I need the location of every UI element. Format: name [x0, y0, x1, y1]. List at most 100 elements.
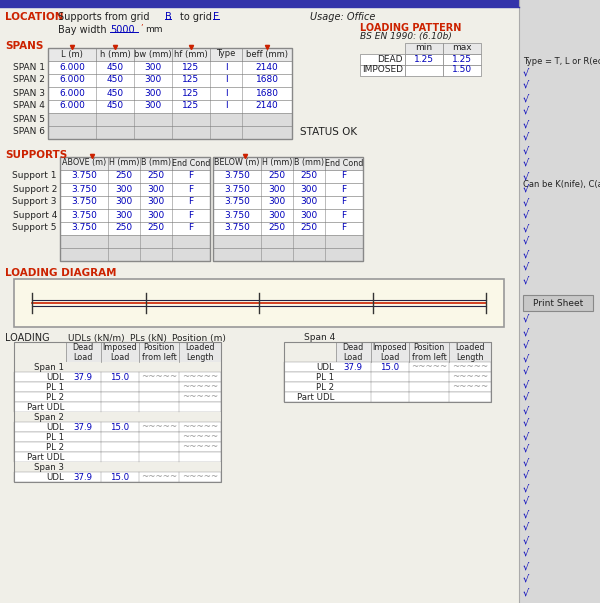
Text: 300: 300 — [148, 185, 164, 194]
Bar — [48, 87, 292, 100]
Text: 250: 250 — [268, 171, 286, 180]
Text: 6.000: 6.000 — [59, 89, 85, 98]
Bar — [360, 54, 405, 65]
Bar — [48, 113, 292, 126]
Bar — [48, 48, 292, 61]
Text: SPANS: SPANS — [5, 41, 43, 51]
Text: √: √ — [523, 67, 529, 77]
Bar — [284, 372, 491, 382]
Text: Dead: Dead — [343, 343, 364, 352]
Bar — [48, 100, 292, 113]
Text: Load: Load — [343, 353, 362, 362]
Text: 300: 300 — [148, 198, 164, 206]
Text: ~~~~~: ~~~~~ — [141, 423, 177, 432]
Text: LOADING: LOADING — [5, 333, 50, 343]
Text: 300: 300 — [145, 101, 161, 110]
Bar — [213, 196, 363, 209]
Text: 300: 300 — [268, 198, 286, 206]
Text: ~~~~~: ~~~~~ — [411, 362, 447, 371]
Text: UDL: UDL — [316, 362, 334, 371]
Text: √: √ — [523, 340, 529, 350]
Text: Print Sheet: Print Sheet — [533, 298, 583, 308]
Text: 300: 300 — [115, 185, 133, 194]
Text: BELOW (m): BELOW (m) — [214, 159, 260, 168]
Text: 300: 300 — [145, 89, 161, 98]
Text: B: B — [165, 12, 172, 22]
Bar — [66, 342, 221, 362]
Text: 3.750: 3.750 — [224, 185, 250, 194]
Bar — [48, 74, 292, 87]
Text: 450: 450 — [106, 63, 124, 72]
Text: Part UDL: Part UDL — [26, 452, 64, 461]
Text: 300: 300 — [301, 198, 317, 206]
Text: √: √ — [523, 431, 529, 441]
Text: PL 2: PL 2 — [316, 382, 334, 391]
Text: √: √ — [523, 119, 529, 129]
Text: End Cond: End Cond — [325, 159, 363, 168]
Text: 2140: 2140 — [256, 101, 278, 110]
Text: √: √ — [523, 327, 529, 337]
Text: ’: ’ — [140, 24, 143, 33]
Text: SPAN 5: SPAN 5 — [13, 115, 45, 124]
Text: Position: Position — [143, 343, 175, 352]
Text: 15.0: 15.0 — [110, 423, 130, 432]
Text: 3.750: 3.750 — [71, 198, 97, 206]
Text: ~~~~~: ~~~~~ — [452, 362, 488, 371]
Text: ~~~~~: ~~~~~ — [141, 473, 177, 482]
Text: 3.750: 3.750 — [71, 171, 97, 180]
Bar — [523, 295, 593, 311]
Text: Imposed: Imposed — [373, 343, 407, 352]
Text: F: F — [341, 210, 347, 219]
Text: ~~~~~: ~~~~~ — [182, 393, 218, 402]
Text: SPAN 4: SPAN 4 — [13, 101, 45, 110]
Text: SUPPORTS: SUPPORTS — [5, 150, 67, 160]
Text: bw (mm): bw (mm) — [134, 49, 172, 58]
Text: 450: 450 — [106, 89, 124, 98]
Text: ~~~~~: ~~~~~ — [182, 443, 218, 452]
Text: √: √ — [523, 509, 529, 519]
Bar — [405, 43, 443, 54]
Text: Loaded: Loaded — [455, 343, 485, 352]
Text: 450: 450 — [106, 75, 124, 84]
Bar — [443, 43, 481, 54]
Text: L (m): L (m) — [61, 49, 83, 58]
Text: √: √ — [523, 522, 529, 532]
Bar — [48, 126, 292, 139]
Bar — [60, 196, 210, 209]
Text: from left: from left — [142, 353, 176, 362]
Text: Span 1: Span 1 — [34, 362, 64, 371]
Text: DEAD: DEAD — [377, 54, 403, 63]
Text: √: √ — [523, 80, 529, 90]
Text: PL 2: PL 2 — [46, 393, 64, 402]
Text: √: √ — [523, 366, 529, 376]
Text: 125: 125 — [182, 63, 200, 72]
Text: ~~~~~: ~~~~~ — [182, 423, 218, 432]
Text: √: √ — [523, 262, 529, 272]
Text: PL 1: PL 1 — [46, 382, 64, 391]
Text: √: √ — [523, 171, 529, 181]
Text: 300: 300 — [145, 75, 161, 84]
Text: 250: 250 — [301, 224, 317, 233]
Text: 125: 125 — [182, 101, 200, 110]
Text: F: F — [341, 198, 347, 206]
Bar — [14, 452, 221, 462]
Text: Loaded: Loaded — [185, 343, 215, 352]
Text: SPAN 3: SPAN 3 — [13, 89, 45, 98]
Text: UDL: UDL — [46, 423, 64, 432]
Bar — [14, 362, 221, 372]
Text: Span 2: Span 2 — [34, 412, 64, 421]
Text: 300: 300 — [115, 198, 133, 206]
Text: 37.9: 37.9 — [74, 473, 92, 482]
Text: Imposed: Imposed — [103, 343, 137, 352]
Bar — [519, 0, 600, 603]
Text: 250: 250 — [148, 224, 164, 233]
Text: Part UDL: Part UDL — [26, 402, 64, 411]
Text: 300: 300 — [115, 210, 133, 219]
Text: √: √ — [523, 548, 529, 558]
Bar — [14, 382, 221, 392]
Text: √: √ — [523, 418, 529, 428]
Text: Span 3: Span 3 — [34, 463, 64, 472]
Text: 3.750: 3.750 — [224, 171, 250, 180]
Bar — [14, 432, 221, 442]
Text: B (mm): B (mm) — [141, 159, 171, 168]
